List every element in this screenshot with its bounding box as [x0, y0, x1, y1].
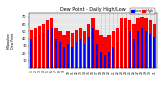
Bar: [42, 24, 45, 68]
Bar: [153, 37, 155, 68]
Bar: [99, 35, 103, 68]
Title: Dew Point - Daily High/Low: Dew Point - Daily High/Low: [60, 7, 126, 12]
Bar: [63, 47, 65, 68]
Bar: [137, 31, 139, 68]
Bar: [95, 30, 99, 68]
Bar: [112, 31, 115, 68]
Bar: [55, 39, 57, 68]
Bar: [38, 26, 41, 68]
Bar: [120, 18, 123, 68]
Bar: [104, 55, 106, 68]
Bar: [30, 30, 33, 68]
Bar: [71, 33, 74, 68]
Bar: [76, 42, 77, 68]
Bar: [84, 44, 85, 68]
Bar: [103, 37, 107, 68]
Bar: [79, 28, 82, 68]
Bar: [116, 42, 118, 68]
Bar: [128, 20, 132, 68]
Bar: [80, 39, 81, 68]
Bar: [43, 33, 44, 68]
Legend: Low, High: Low, High: [130, 8, 155, 14]
Bar: [144, 18, 148, 68]
Bar: [133, 39, 135, 68]
Bar: [83, 31, 86, 68]
Bar: [92, 28, 94, 68]
Bar: [59, 42, 61, 68]
Bar: [96, 44, 98, 68]
Bar: [51, 28, 53, 68]
Bar: [136, 18, 140, 68]
Bar: [71, 47, 73, 68]
Bar: [153, 24, 156, 68]
Bar: [66, 31, 70, 68]
Bar: [129, 31, 131, 68]
Bar: [112, 47, 114, 68]
Bar: [149, 34, 151, 68]
Bar: [35, 37, 36, 68]
Bar: [116, 28, 119, 68]
Bar: [121, 31, 122, 68]
Bar: [108, 52, 110, 68]
Bar: [91, 18, 95, 68]
Bar: [67, 44, 69, 68]
Bar: [100, 52, 102, 68]
Bar: [145, 31, 147, 68]
Bar: [62, 35, 66, 68]
Bar: [124, 18, 127, 68]
Bar: [47, 30, 48, 68]
Bar: [88, 37, 90, 68]
Bar: [30, 39, 32, 68]
Bar: [125, 28, 127, 68]
Bar: [132, 24, 136, 68]
Bar: [108, 35, 111, 68]
Bar: [54, 28, 58, 68]
Bar: [58, 31, 62, 68]
Bar: [140, 17, 144, 68]
Bar: [34, 28, 37, 68]
Text: Milwaukee
Dew Point: Milwaukee Dew Point: [7, 32, 15, 49]
Bar: [46, 20, 49, 68]
Bar: [39, 35, 40, 68]
Bar: [141, 28, 143, 68]
Bar: [87, 24, 90, 68]
Bar: [75, 30, 78, 68]
Bar: [50, 18, 53, 68]
Bar: [148, 20, 152, 68]
